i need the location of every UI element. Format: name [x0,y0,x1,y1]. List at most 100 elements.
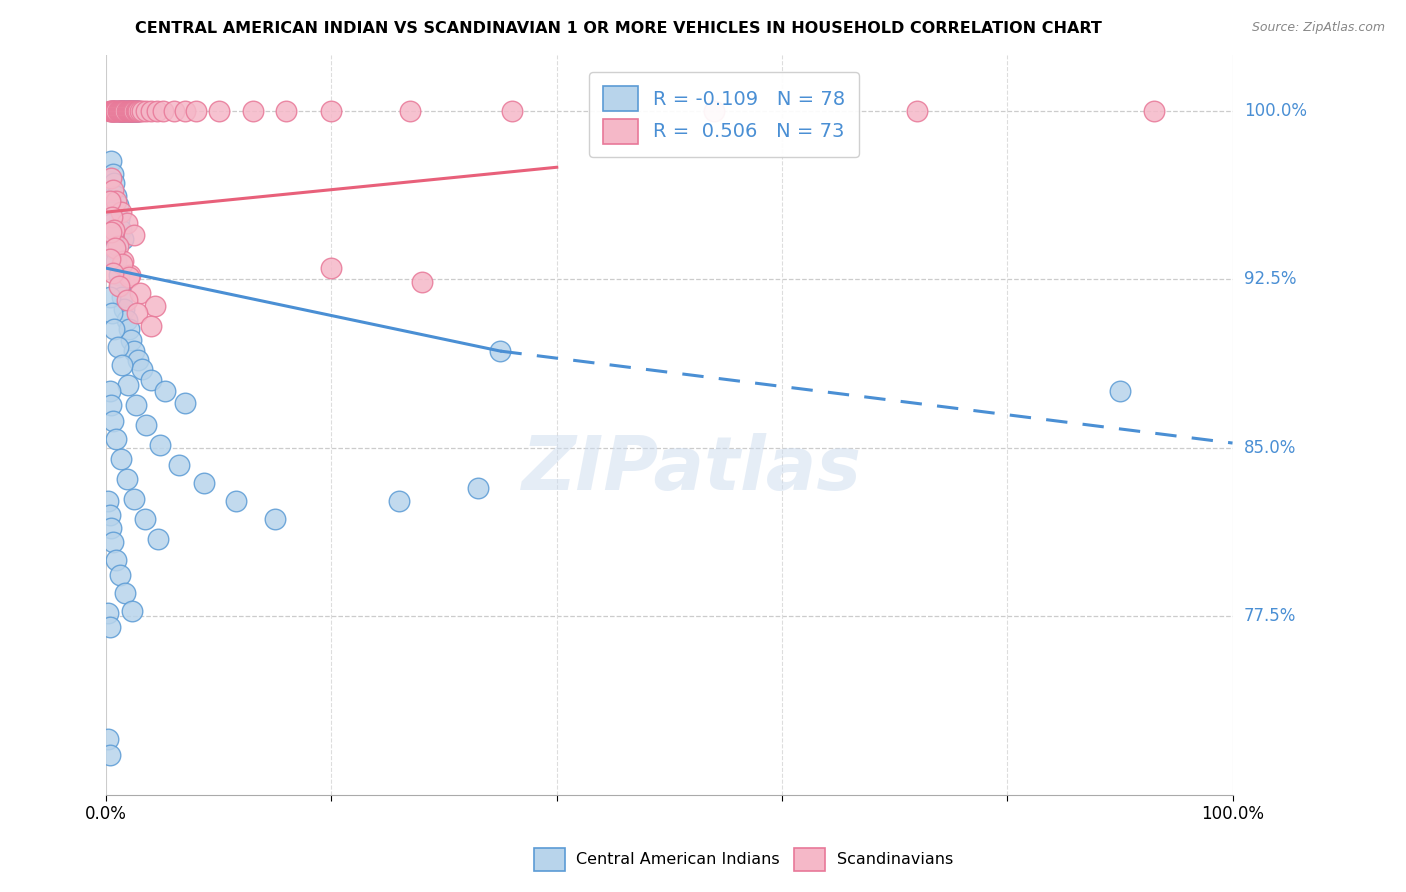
Point [124,398,146,412]
Legend: R = -0.109   N = 78, R =  0.506   N = 73: R = -0.109 N = 78, R = 0.506 N = 73 [589,72,859,157]
Point [111,104,134,119]
Point [122,104,145,119]
Text: Source: ZipAtlas.com: Source: ZipAtlas.com [1251,21,1385,34]
Point [107,238,129,252]
Point [100,104,122,119]
Point [124,104,146,119]
Point [467,481,489,495]
Point [101,183,124,197]
Point [107,268,129,282]
Point [208,104,231,119]
Point [276,104,298,119]
Point [107,104,129,119]
Point [122,104,145,119]
Text: CENTRAL AMERICAN INDIAN VS SCANDINAVIAN 1 OR MORE VEHICLES IN HOUSEHOLD CORRELAT: CENTRAL AMERICAN INDIAN VS SCANDINAVIAN … [135,21,1102,36]
Point [103,223,125,237]
Point [135,418,157,433]
Point [100,225,122,239]
Point [101,104,124,119]
Point [321,104,343,119]
Point [98,620,121,634]
Point [110,223,132,237]
Point [104,244,127,258]
Point [112,254,135,268]
Point [112,104,135,119]
Point [117,377,139,392]
Point [124,492,146,507]
Point [107,198,129,212]
Point [110,205,132,219]
Text: 85.0%: 85.0% [1244,439,1296,457]
Point [118,104,141,119]
Point [104,241,127,255]
Point [107,279,129,293]
Point [100,205,122,219]
Point [118,321,141,335]
Point [103,104,125,119]
Point [100,398,122,412]
Point [125,104,148,119]
Point [121,604,143,618]
Point [118,104,141,119]
Point [118,104,141,119]
Point [115,104,138,119]
Point [118,268,141,282]
Point [124,344,146,359]
Point [110,451,132,466]
Text: ZIPatlas: ZIPatlas [522,433,862,506]
Point [110,104,132,119]
Point [125,306,148,320]
Point [108,279,131,293]
Point [112,104,135,119]
Point [143,299,166,313]
Point [149,438,172,452]
Point [242,104,264,119]
Point [120,104,142,119]
Point [1143,104,1166,119]
Point [105,194,128,208]
Point [127,353,149,368]
Point [115,472,138,486]
Point [163,104,186,119]
Point [107,211,129,226]
Point [98,508,121,522]
Point [115,312,138,326]
Point [101,216,124,230]
Text: 100.0%: 100.0% [1244,103,1306,120]
Point [124,104,146,119]
Point [101,414,124,428]
Point [146,533,169,547]
Point [107,340,129,354]
Point [98,194,121,208]
Point [97,607,120,621]
Point [115,216,138,230]
Point [135,104,157,119]
Bar [794,848,825,871]
Point [112,104,135,119]
Point [321,261,343,276]
Point [101,210,124,224]
Point [105,189,128,203]
Point [105,254,128,268]
Point [111,290,134,304]
Point [129,104,152,119]
Point [114,586,136,600]
Point [105,552,128,566]
Point [146,104,169,119]
Point [101,104,124,119]
Point [114,104,136,119]
Point [101,104,124,119]
Point [107,104,129,119]
Point [124,227,146,242]
Point [174,395,197,409]
Point [193,476,215,491]
Point [108,104,131,119]
Point [104,104,127,119]
Point [97,731,120,746]
Point [118,270,141,285]
Point [104,104,127,119]
Point [399,104,422,119]
Point [118,104,141,119]
Point [129,285,152,300]
Point [100,171,122,186]
